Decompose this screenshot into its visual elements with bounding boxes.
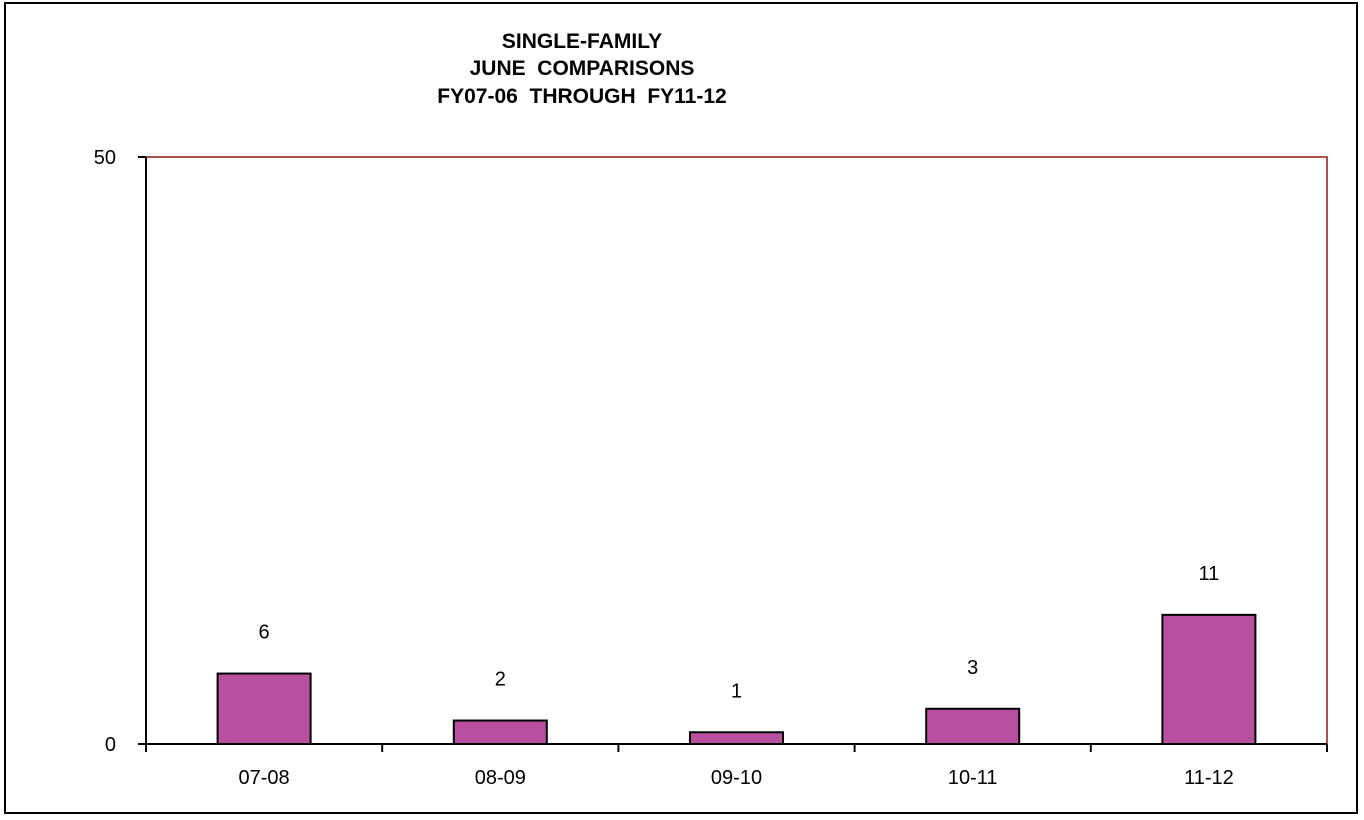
y-axis-ticks: 0 50 — [94, 147, 146, 756]
y-tick-label: 0 — [105, 734, 116, 756]
data-label-10-11: 3 — [967, 657, 978, 679]
bar-10-11 — [925, 707, 1021, 746]
x-axis-labels: 07-08 08-09 09-10 10-11 11-12 — [239, 767, 1234, 789]
chart-title: SINGLE-FAMILY JUNE COMPARISONS FY07-06 T… — [437, 30, 726, 108]
x-tick-label-07-08: 07-08 — [239, 767, 290, 789]
data-label-07-08: 6 — [259, 622, 270, 644]
x-tick-label-09-10: 09-10 — [711, 767, 762, 789]
data-label-08-09: 2 — [495, 669, 506, 691]
data-labels: 6 2 1 3 11 — [259, 563, 1220, 702]
plot-area — [145, 156, 1328, 745]
title-line-3: FY07-06 THROUGH FY11-12 — [437, 85, 726, 108]
y-tick-label: 50 — [94, 147, 116, 169]
bar-09-10 — [689, 731, 784, 746]
x-axis-ticks — [145, 744, 1328, 752]
title-line-2: JUNE COMPARISONS — [470, 57, 695, 80]
x-tick-label-10-11: 10-11 — [948, 767, 998, 789]
data-label-11-12: 11 — [1199, 563, 1220, 585]
bar-07-08 — [216, 672, 312, 745]
data-label-09-10: 1 — [731, 680, 742, 702]
x-tick-label-08-09: 08-09 — [475, 767, 526, 789]
title-line-1: SINGLE-FAMILY — [502, 30, 662, 53]
bar-08-09 — [452, 719, 548, 746]
x-tick-label-11-12: 11-12 — [1184, 767, 1234, 789]
bar-11-12 — [1161, 613, 1257, 745]
bars — [216, 613, 1257, 746]
